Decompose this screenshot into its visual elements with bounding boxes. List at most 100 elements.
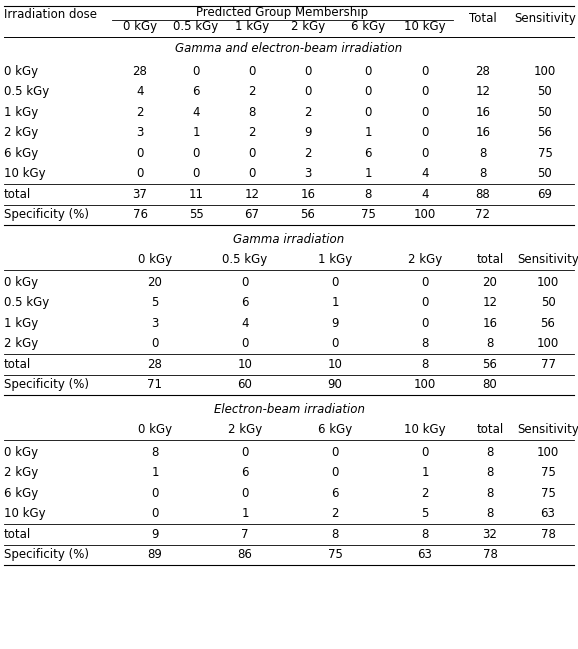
Text: Specificity (%): Specificity (%) xyxy=(4,548,89,561)
Text: 0: 0 xyxy=(249,147,255,160)
Text: 6: 6 xyxy=(241,466,249,479)
Text: 2: 2 xyxy=(304,106,312,119)
Text: 6: 6 xyxy=(192,85,200,98)
Text: 0: 0 xyxy=(241,337,249,350)
Text: 100: 100 xyxy=(534,65,556,78)
Text: 0: 0 xyxy=(151,508,159,520)
Text: 16: 16 xyxy=(476,127,491,140)
Text: 78: 78 xyxy=(483,548,498,561)
Text: 100: 100 xyxy=(537,276,559,289)
Text: 80: 80 xyxy=(483,378,498,391)
Text: Sensitivity: Sensitivity xyxy=(517,253,578,266)
Text: 0: 0 xyxy=(421,65,429,78)
Text: 16: 16 xyxy=(483,317,498,330)
Text: 10 kGy: 10 kGy xyxy=(404,19,446,32)
Text: 6 kGy: 6 kGy xyxy=(4,147,38,160)
Text: 63: 63 xyxy=(540,508,555,520)
Text: 0: 0 xyxy=(331,446,339,459)
Text: Gamma and electron-beam irradiation: Gamma and electron-beam irradiation xyxy=(175,42,403,55)
Text: 2: 2 xyxy=(248,127,255,140)
Text: 6 kGy: 6 kGy xyxy=(4,487,38,500)
Text: 1: 1 xyxy=(241,508,249,520)
Text: 55: 55 xyxy=(188,208,203,221)
Text: 2 kGy: 2 kGy xyxy=(291,19,325,32)
Text: 0 kGy: 0 kGy xyxy=(123,19,157,32)
Text: 0: 0 xyxy=(331,276,339,289)
Text: 86: 86 xyxy=(238,548,253,561)
Text: 0.5 kGy: 0.5 kGy xyxy=(4,85,49,98)
Text: 75: 75 xyxy=(361,208,376,221)
Text: 0: 0 xyxy=(421,446,429,459)
Text: 4: 4 xyxy=(421,188,429,201)
Text: 3: 3 xyxy=(151,317,159,330)
Text: 10: 10 xyxy=(238,358,253,371)
Text: 28: 28 xyxy=(132,65,147,78)
Text: 1: 1 xyxy=(364,167,372,180)
Text: 2: 2 xyxy=(136,106,144,119)
Text: Predicted Group Membership: Predicted Group Membership xyxy=(197,6,369,19)
Text: 75: 75 xyxy=(328,548,342,561)
Text: 2: 2 xyxy=(304,147,312,160)
Text: 0.5 kGy: 0.5 kGy xyxy=(4,296,49,310)
Text: 88: 88 xyxy=(476,188,490,201)
Text: 1: 1 xyxy=(421,466,429,479)
Text: 5: 5 xyxy=(421,508,429,520)
Text: 8: 8 xyxy=(421,528,429,541)
Text: 3: 3 xyxy=(304,167,312,180)
Text: 1 kGy: 1 kGy xyxy=(318,253,352,266)
Text: 4: 4 xyxy=(421,167,429,180)
Text: 8: 8 xyxy=(421,337,429,350)
Text: 3: 3 xyxy=(136,127,144,140)
Text: 4: 4 xyxy=(241,317,249,330)
Text: 8: 8 xyxy=(151,446,159,459)
Text: 9: 9 xyxy=(304,127,312,140)
Text: 0 kGy: 0 kGy xyxy=(138,423,172,436)
Text: 8: 8 xyxy=(486,487,494,500)
Text: 8: 8 xyxy=(486,337,494,350)
Text: 6: 6 xyxy=(364,147,372,160)
Text: 56: 56 xyxy=(540,317,555,330)
Text: 6: 6 xyxy=(331,487,339,500)
Text: 0: 0 xyxy=(331,466,339,479)
Text: 0: 0 xyxy=(249,167,255,180)
Text: Sensitivity: Sensitivity xyxy=(517,423,578,436)
Text: 56: 56 xyxy=(301,208,316,221)
Text: 6 kGy: 6 kGy xyxy=(318,423,352,436)
Text: 0: 0 xyxy=(421,106,429,119)
Text: 8: 8 xyxy=(249,106,255,119)
Text: 0: 0 xyxy=(136,167,144,180)
Text: 10 kGy: 10 kGy xyxy=(4,508,46,520)
Text: 0: 0 xyxy=(241,446,249,459)
Text: 0: 0 xyxy=(151,487,159,500)
Text: 0: 0 xyxy=(304,65,312,78)
Text: 100: 100 xyxy=(537,337,559,350)
Text: 0 kGy: 0 kGy xyxy=(4,65,38,78)
Text: Specificity (%): Specificity (%) xyxy=(4,378,89,391)
Text: Gamma irradiation: Gamma irradiation xyxy=(234,233,344,246)
Text: total: total xyxy=(476,253,503,266)
Text: 1: 1 xyxy=(331,296,339,310)
Text: 0 kGy: 0 kGy xyxy=(4,446,38,459)
Text: 75: 75 xyxy=(540,466,555,479)
Text: 75: 75 xyxy=(538,147,553,160)
Text: 0: 0 xyxy=(249,65,255,78)
Text: 0: 0 xyxy=(151,337,159,350)
Text: 0 kGy: 0 kGy xyxy=(138,253,172,266)
Text: total: total xyxy=(476,423,503,436)
Text: 72: 72 xyxy=(476,208,491,221)
Text: 0.5 kGy: 0.5 kGy xyxy=(223,253,268,266)
Text: 0: 0 xyxy=(364,85,372,98)
Text: 56: 56 xyxy=(483,358,498,371)
Text: 0: 0 xyxy=(331,337,339,350)
Text: Sensitivity: Sensitivity xyxy=(514,12,576,25)
Text: 8: 8 xyxy=(479,167,487,180)
Text: 100: 100 xyxy=(414,208,436,221)
Text: 90: 90 xyxy=(328,378,342,391)
Text: 60: 60 xyxy=(238,378,253,391)
Text: 0: 0 xyxy=(421,127,429,140)
Text: 77: 77 xyxy=(540,358,555,371)
Text: 4: 4 xyxy=(192,106,200,119)
Text: 8: 8 xyxy=(364,188,372,201)
Text: 8: 8 xyxy=(421,358,429,371)
Text: 8: 8 xyxy=(331,528,339,541)
